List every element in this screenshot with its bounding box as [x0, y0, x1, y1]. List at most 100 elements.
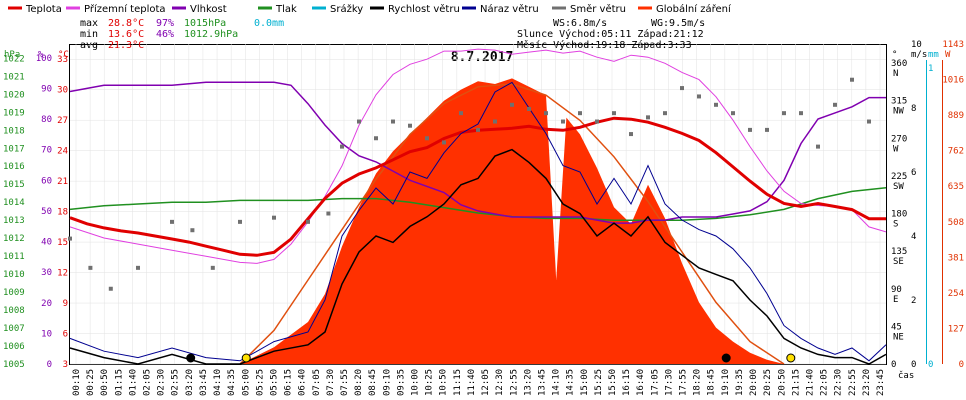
wind-direction-point: [561, 119, 565, 124]
tick-label-temperature: 27: [57, 116, 68, 126]
axis-unit-labels: hPa % °C ° m/s mm W čas: [4, 50, 951, 381]
tick-label-solar: 635: [948, 182, 964, 192]
series-wind-gust: [69, 81, 887, 362]
legend-label: Rychlost větru: [388, 3, 460, 15]
wind-direction-point: [850, 77, 854, 82]
tick-label-pressure: 1009: [3, 288, 25, 298]
wind-direction-point: [646, 115, 650, 120]
tick-label-direction: 45: [891, 322, 902, 332]
axis-unit-w: W: [945, 50, 951, 60]
tick-label-humidity: 40: [41, 238, 52, 248]
tick-label-humidity: 0: [47, 360, 52, 370]
stat-min-pressure: 1012.9hPa: [184, 29, 238, 40]
legend-label: Vlhkost: [190, 4, 227, 15]
wind-direction-point: [867, 119, 871, 124]
series-solar-clear-sky: [239, 83, 785, 365]
sun-moon-marker: [241, 353, 251, 363]
wind-direction-point: [88, 265, 93, 270]
tick-label-temperature: 18: [57, 208, 68, 218]
x-tick-label: 22:55: [848, 369, 858, 396]
x-tick-label: 00:25: [86, 369, 96, 396]
wind-direction-point: [357, 119, 361, 124]
tick-label-solar: 1143: [942, 40, 964, 50]
x-tick-label: 20:25: [763, 369, 773, 396]
x-tick-label: 03:45: [199, 369, 209, 396]
x-tick-label: 17:30: [664, 369, 674, 396]
series-layer: [68, 48, 887, 365]
wind-direction-point: [714, 102, 718, 107]
stat-min-temp: 13.6°C: [108, 29, 144, 40]
tick-label-solar: 254: [948, 289, 964, 299]
x-tick-label: 21:40: [805, 369, 815, 396]
x-tick-label: 02:30: [157, 369, 167, 396]
tick-label-temperature: 24: [57, 147, 68, 157]
stats-block: max 28.8°C 97% 1015hPa 0.0mm min 13.6°C …: [80, 18, 705, 51]
sun-moon-marker: [186, 353, 196, 363]
tick-label-direction: 270: [891, 134, 907, 144]
x-tick-label: 07:05: [312, 369, 322, 396]
tick-label-direction: 90: [891, 285, 902, 295]
x-tick-label: 13:20: [523, 369, 533, 396]
x-tick-label: 23:20: [862, 369, 872, 396]
wind-direction-point: [799, 111, 803, 116]
tick-label-temperature: 30: [57, 86, 68, 96]
tick-label-solar: 762: [948, 147, 964, 157]
wind-direction-point: [442, 140, 446, 145]
wind-direction-point: [425, 136, 429, 141]
tick-label-solar: 508: [948, 218, 964, 228]
tick-label-pressure: 1017: [3, 144, 25, 154]
x-tick-label: 07:55: [340, 369, 350, 396]
tick-label-humidity: 30: [41, 268, 52, 278]
x-tick-label: 09:35: [396, 369, 406, 396]
x-tick-label: 04:10: [213, 369, 223, 396]
x-tick-label: 23:45: [876, 369, 886, 396]
x-tick-label: 03:20: [185, 369, 195, 396]
tick-label-pressure: 1022: [3, 54, 25, 64]
tick-label-cardinal: SE: [893, 257, 904, 267]
tick-label-direction: 180: [891, 210, 907, 220]
tick-label-pressure: 1020: [3, 90, 25, 100]
wind-direction-point: [374, 136, 378, 141]
stat-wind-speed: WS:6.8m/s: [553, 18, 607, 29]
wind-direction-point: [306, 219, 310, 224]
tick-label-cardinal: SW: [893, 182, 904, 192]
tick-label-humidity: 10: [41, 329, 52, 339]
legend-label: Tlak: [275, 4, 297, 15]
tick-label-temperature: 9: [63, 299, 68, 309]
x-tick-label: 15:00: [580, 369, 590, 396]
x-tick-label: 01:15: [114, 369, 124, 396]
wind-direction-point: [190, 228, 195, 233]
x-tick-label: 17:55: [679, 369, 689, 396]
tick-label-pressure: 1016: [3, 162, 25, 172]
legend-label: Náraz větru: [480, 3, 539, 15]
legend: Teplota Přízemní teplota Vlhkost Tlak Srážky…: [8, 3, 732, 15]
tick-label-cardinal: NE: [893, 332, 904, 342]
series-wind-speed: [69, 148, 887, 365]
wind-direction-point: [680, 86, 684, 91]
wind-direction-point: [210, 265, 215, 270]
wind-direction-point: [391, 119, 395, 124]
x-tick-label: 05:00: [241, 369, 251, 396]
wind-direction-point: [765, 127, 769, 132]
series-humidity: [69, 81, 886, 224]
right-axes: 36031527022518013590450NNWWSWSSEENE10864…: [891, 40, 964, 370]
axis-unit-degc: °C: [58, 50, 69, 60]
x-tick-label: 15:50: [608, 369, 618, 396]
x-tick-label: 09:10: [382, 369, 392, 396]
tick-label-humidity: 20: [41, 299, 52, 309]
x-tick-label: 02:05: [143, 369, 153, 396]
stat-avg-temp: 21.3°C: [108, 40, 144, 51]
tick-label-pressure: 1013: [3, 216, 25, 226]
x-tick-label: 12:30: [495, 369, 505, 396]
x-tick-label: 22:30: [834, 369, 844, 396]
x-tick-label: 06:40: [298, 369, 308, 396]
x-tick-label: 19:10: [721, 369, 731, 396]
tick-label-temperature: 12: [57, 269, 68, 279]
tick-label-solar: 381: [948, 253, 964, 263]
tick-label-pressure: 1010: [3, 270, 25, 280]
tick-label-cardinal: NW: [893, 107, 904, 117]
tick-label-cardinal: S: [893, 220, 898, 230]
wind-direction-point: [731, 111, 735, 116]
tick-label-pressure: 1015: [3, 180, 25, 190]
x-tick-label: 18:20: [693, 369, 703, 396]
